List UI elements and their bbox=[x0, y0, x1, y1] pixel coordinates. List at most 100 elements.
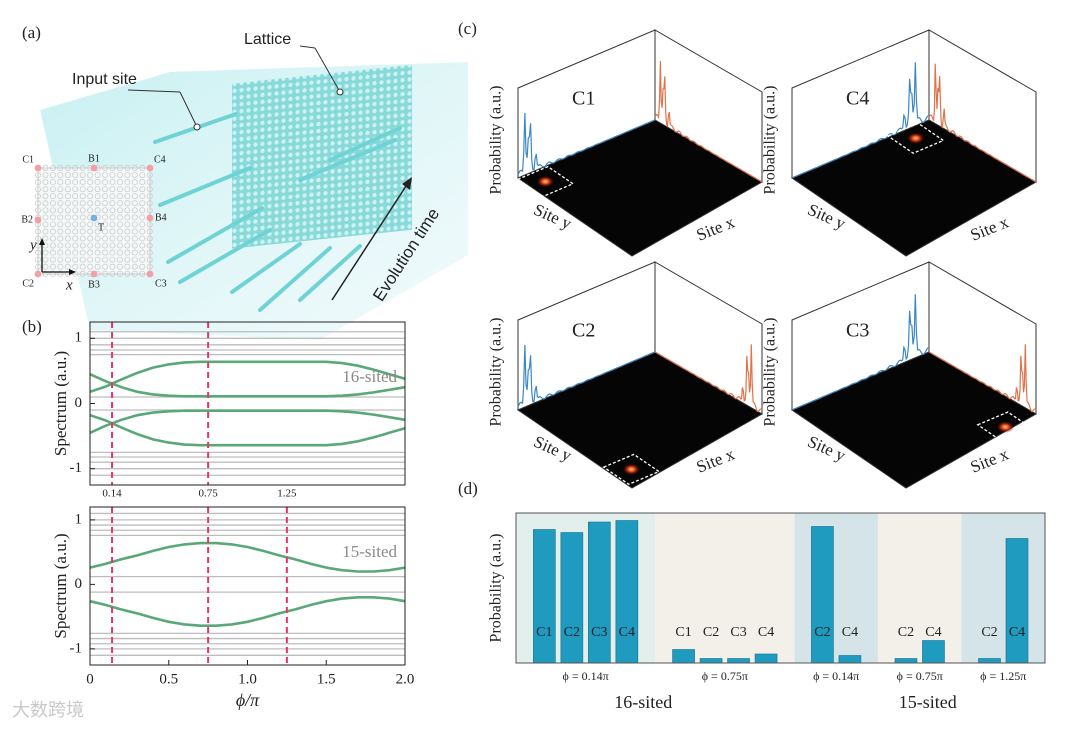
lattice-site bbox=[79, 165, 86, 171]
lattice-site bbox=[72, 200, 79, 207]
bar-label: C1 bbox=[536, 625, 552, 640]
lattice-site bbox=[57, 242, 64, 249]
lattice-site bbox=[72, 228, 79, 235]
lattice-site bbox=[109, 256, 116, 263]
lattice-site bbox=[116, 249, 123, 256]
site-label: C2 bbox=[22, 278, 34, 289]
lattice-site bbox=[87, 242, 94, 249]
lattice-site bbox=[102, 172, 109, 178]
lattice-site bbox=[72, 256, 79, 263]
y-tick-label: 0 bbox=[75, 395, 83, 411]
lattice-site bbox=[124, 235, 131, 242]
site-label: B1 bbox=[88, 153, 100, 164]
lattice-site bbox=[72, 193, 79, 200]
bar-label: C4 bbox=[925, 625, 941, 640]
lattice-site bbox=[35, 242, 41, 249]
bar bbox=[838, 655, 862, 664]
probability-curve bbox=[654, 60, 763, 183]
lattice-site bbox=[49, 221, 56, 228]
site-label: C4 bbox=[154, 154, 166, 165]
lattice-site bbox=[42, 221, 49, 228]
bar bbox=[1005, 538, 1029, 664]
lattice-site bbox=[146, 263, 153, 270]
highlight-box bbox=[886, 122, 945, 154]
input-site-label: Input site bbox=[72, 71, 137, 88]
lattice-site bbox=[79, 214, 86, 221]
lattice-site bbox=[72, 186, 79, 193]
lattice-site bbox=[64, 263, 71, 270]
lattice-site bbox=[131, 165, 138, 171]
lattice-site bbox=[131, 207, 138, 214]
lattice-site bbox=[94, 193, 101, 200]
site-marker bbox=[34, 164, 42, 172]
plot-label: C3 bbox=[846, 320, 869, 342]
inset-x-label: x bbox=[65, 277, 73, 293]
x-tick-label: 0 bbox=[86, 671, 94, 687]
lattice-site bbox=[49, 263, 56, 270]
lattice-site bbox=[124, 228, 131, 235]
x-tick-label: 2.0 bbox=[396, 671, 415, 687]
lattice-site bbox=[94, 249, 101, 256]
lattice-site bbox=[72, 207, 79, 214]
probability-curve bbox=[517, 344, 656, 408]
hotspot bbox=[622, 463, 641, 476]
lattice-site bbox=[131, 221, 138, 228]
lattice-site bbox=[72, 235, 79, 242]
lattice-site bbox=[35, 200, 41, 207]
lattice-site bbox=[131, 242, 138, 249]
lattice-site bbox=[109, 242, 116, 249]
annotation: 16-sited bbox=[342, 367, 397, 386]
bar bbox=[978, 658, 1001, 664]
lattice-site bbox=[35, 228, 41, 235]
bar-label: C4 bbox=[758, 625, 774, 640]
lattice-site bbox=[42, 235, 49, 242]
lattice-site bbox=[131, 263, 138, 270]
lattice-site bbox=[35, 207, 41, 214]
group-background bbox=[794, 513, 878, 663]
probability-curve bbox=[928, 63, 1037, 183]
lattice-site bbox=[42, 256, 49, 263]
lattice-site bbox=[102, 228, 109, 235]
lattice-site bbox=[131, 256, 138, 263]
site-marker bbox=[146, 214, 154, 222]
lattice-site bbox=[116, 235, 123, 242]
hotspot bbox=[906, 132, 925, 145]
lattice-site bbox=[49, 242, 56, 249]
lattice-site bbox=[42, 172, 49, 178]
lattice-site bbox=[79, 193, 86, 200]
plot-label: C2 bbox=[572, 320, 595, 342]
lattice-label: Lattice bbox=[244, 31, 291, 48]
lattice-site bbox=[109, 207, 116, 214]
lattice-site bbox=[116, 256, 123, 263]
watermark: 大数跨境 bbox=[12, 700, 84, 720]
lattice-site bbox=[79, 228, 86, 235]
lattice-site bbox=[49, 228, 56, 235]
lattice-site bbox=[124, 165, 131, 171]
lattice-site bbox=[64, 172, 71, 178]
lattice-site bbox=[57, 186, 64, 193]
phase-marker-label: 1.25 bbox=[277, 488, 297, 500]
spectrum-line bbox=[89, 409, 406, 434]
site-marker bbox=[34, 216, 42, 224]
lattice-site bbox=[94, 256, 101, 263]
lattice-site bbox=[102, 263, 109, 270]
y-tick-label: -1 bbox=[70, 460, 83, 476]
spectrum-line bbox=[89, 360, 406, 394]
highlight-box bbox=[516, 165, 575, 198]
lattice-site bbox=[64, 242, 71, 249]
lattice-site bbox=[102, 256, 109, 263]
lattice-site bbox=[102, 165, 109, 171]
lattice-site bbox=[94, 263, 101, 270]
lattice-site bbox=[57, 235, 64, 242]
lattice-site bbox=[139, 214, 146, 221]
z-axis-label: Probability (a.u.) bbox=[488, 318, 505, 427]
lattice-site bbox=[64, 193, 71, 200]
lattice-site bbox=[124, 172, 131, 178]
lattice-site bbox=[139, 242, 146, 249]
lattice-site bbox=[87, 235, 94, 242]
lattice-site bbox=[49, 270, 56, 277]
lattice-site bbox=[72, 242, 79, 249]
probability-curve bbox=[928, 344, 1037, 413]
lattice-site bbox=[49, 186, 56, 193]
